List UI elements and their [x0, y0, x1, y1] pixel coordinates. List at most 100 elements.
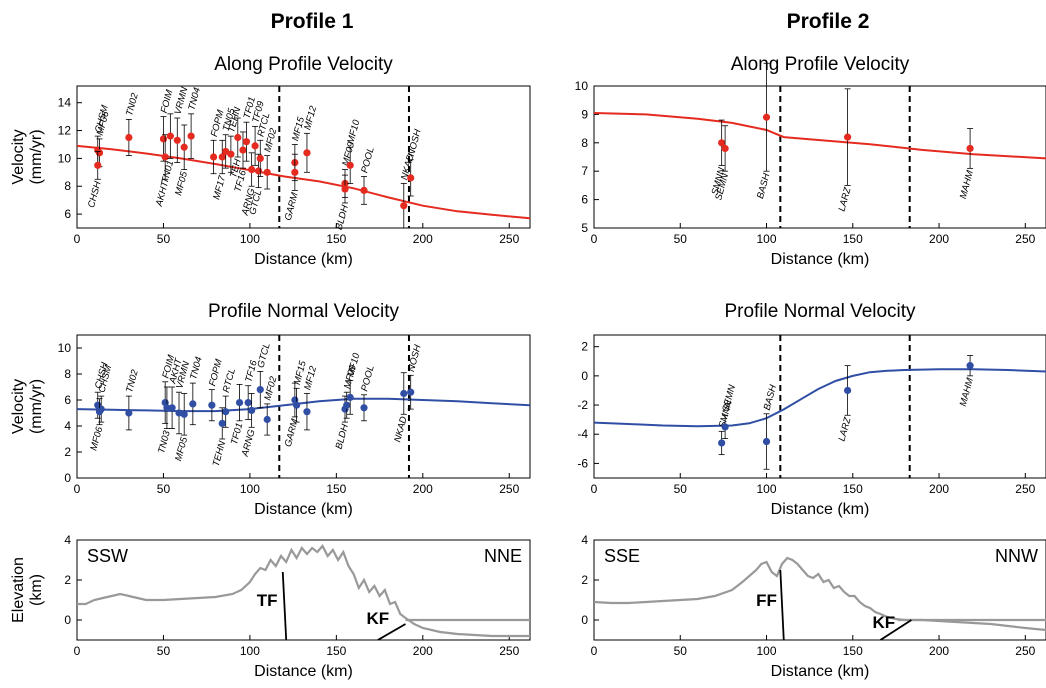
chart-3-y-tick-label: 8: [64, 367, 71, 381]
chart-3-station-label: RTCL: [221, 367, 238, 394]
chart-1-point: [251, 142, 259, 150]
chart-5-fault-label: KF: [367, 609, 390, 628]
chart-6-fault-trace: [879, 619, 912, 640]
chart-1-point: [248, 165, 256, 174]
chart-2-point: [762, 113, 771, 121]
chart-3-station-label: TN04: [188, 356, 205, 381]
chart-3-point: [222, 408, 230, 416]
chart-5-topography-line: [77, 544, 530, 638]
chart-2-x-tick-label: 200: [929, 232, 949, 246]
chart-3-station-label: NKAD: [392, 415, 409, 443]
chart-6-x-tick-label: 100: [757, 644, 777, 658]
chart-1-station-label: MF12: [302, 104, 319, 131]
chart-3-point: [407, 388, 415, 396]
chart-5-fault-trace: [377, 623, 406, 640]
chart-4-x-tick-label: 0: [591, 482, 598, 496]
chart-1-station-label: TN01: [160, 159, 177, 184]
chart-1-point: [291, 168, 299, 176]
chart-2-x-tick-label: 50: [674, 232, 688, 246]
chart-6-y-tick-label: 0: [581, 613, 588, 627]
chart-6-direction-left: SSE: [604, 546, 640, 566]
chart-1-point: [303, 149, 311, 157]
chart-2-title: Along Profile Velocity: [731, 54, 910, 75]
chart-3-point: [125, 409, 133, 417]
chart-4-y-tick-label: -2: [577, 398, 588, 412]
chart-3-station-label: GTCL: [256, 342, 273, 369]
chart-6-fault-label: KF: [872, 613, 895, 632]
chart-5-x-tick-label: 50: [157, 644, 171, 658]
chart-1-point: [161, 153, 169, 161]
chart-4-title: Profile Normal Velocity: [724, 301, 916, 322]
chart-2-y-tick-label: 10: [575, 79, 589, 93]
chart-2-x-tick-label: 100: [757, 232, 777, 246]
chart-3-x-tick-label: 100: [240, 482, 260, 496]
chart-2-x-label: Distance (km): [771, 251, 870, 268]
chart-2-y-tick-label: 5: [581, 221, 588, 235]
chart-6-x-tick-label: 250: [1015, 644, 1035, 658]
chart-4-point: [966, 362, 974, 370]
chart-6-frame: [593, 539, 1046, 641]
chart-3-station-label: TEHN: [211, 440, 228, 468]
chart-1-point: [256, 154, 264, 162]
chart-2-x-tick-label: 150: [843, 232, 863, 246]
chart-2-model-curve: [594, 112, 1046, 160]
chart-1-frame: [76, 85, 531, 229]
chart-1-point: [159, 135, 168, 143]
chart-6-direction-right: NNW: [995, 546, 1038, 566]
chart-5-x-tick-label: 100: [240, 644, 260, 658]
chart-3-y-tick-label: 10: [58, 341, 72, 355]
chart-4-x-tick-label: 50: [674, 482, 688, 496]
chart-4-point: [718, 439, 726, 447]
chart-1-point: [346, 161, 354, 169]
chart-1-y-tick-label: 12: [58, 124, 72, 138]
chart-1-station-label: TEH: [228, 158, 244, 179]
chart-5-y-tick-label: 4: [64, 533, 71, 547]
chart-2-y-tick-label: 7: [581, 164, 588, 178]
chart-1-model-curve: [77, 144, 530, 220]
chart-4-point: [844, 386, 852, 395]
chart-2-y-tick-label: 9: [581, 107, 588, 121]
chart-1-point: [360, 186, 368, 195]
chart-5-y-label-line-2: (km): [28, 574, 45, 606]
chart-5-fault-label: TF: [257, 591, 278, 610]
chart-1-station-label: CHSH: [86, 180, 104, 209]
chart-2-station-label: MAHM: [958, 169, 976, 200]
chart-6-x-label: Distance (km): [771, 663, 870, 680]
chart-1-y-tick-label: 10: [58, 151, 72, 165]
chart-6-y-tick-label: 4: [581, 533, 588, 547]
chart-3-station-label: TN02: [124, 368, 141, 394]
chart-3-point: [343, 401, 351, 409]
chart-3-point: [235, 399, 244, 407]
chart-3-y-label-line-2: (mm/yr): [28, 379, 45, 434]
chart-4-y-tick-label: -6: [577, 456, 588, 470]
chart-1-station-label: GARM: [283, 191, 301, 221]
chart-5-y-tick-label: 0: [64, 613, 71, 627]
chart-1-point: [125, 133, 133, 142]
chart-1-point: [239, 146, 247, 154]
chart-3-model-curve: [77, 397, 530, 413]
chart-6-fault-label: FF: [756, 591, 777, 610]
chart-1-x-tick-label: 50: [157, 232, 171, 246]
chart-1-point: [263, 168, 271, 176]
chart-1-point: [341, 185, 349, 193]
chart-6-x-tick-label: 50: [674, 644, 688, 658]
chart-3-point: [218, 419, 226, 427]
chart-5-x-tick-label: 0: [74, 644, 81, 658]
chart-4-x-tick-label: 200: [929, 482, 949, 496]
chart-3-title: Profile Normal Velocity: [208, 301, 400, 322]
profile-1-title: Profile 1: [271, 10, 354, 33]
chart-1-point: [95, 149, 104, 157]
chart-6-y-tick-label: 2: [581, 573, 588, 587]
chart-2-station-label: BASH: [755, 172, 772, 200]
chart-4-station-label: LARZ: [837, 415, 854, 442]
chart-1-point: [218, 153, 226, 161]
chart-3-point: [400, 389, 408, 398]
chart-1-x-tick-label: 0: [74, 232, 81, 246]
chart-3-x-tick-label: 0: [74, 482, 81, 496]
chart-3-point: [346, 393, 354, 401]
chart-1-station-label: BLDH: [334, 204, 351, 231]
chart-5-y-tick-label: 2: [64, 573, 71, 587]
chart-1-station-label: TN02: [124, 91, 141, 117]
chart-4-station-label: MAHM: [958, 377, 976, 408]
chart-1-point: [173, 136, 181, 144]
